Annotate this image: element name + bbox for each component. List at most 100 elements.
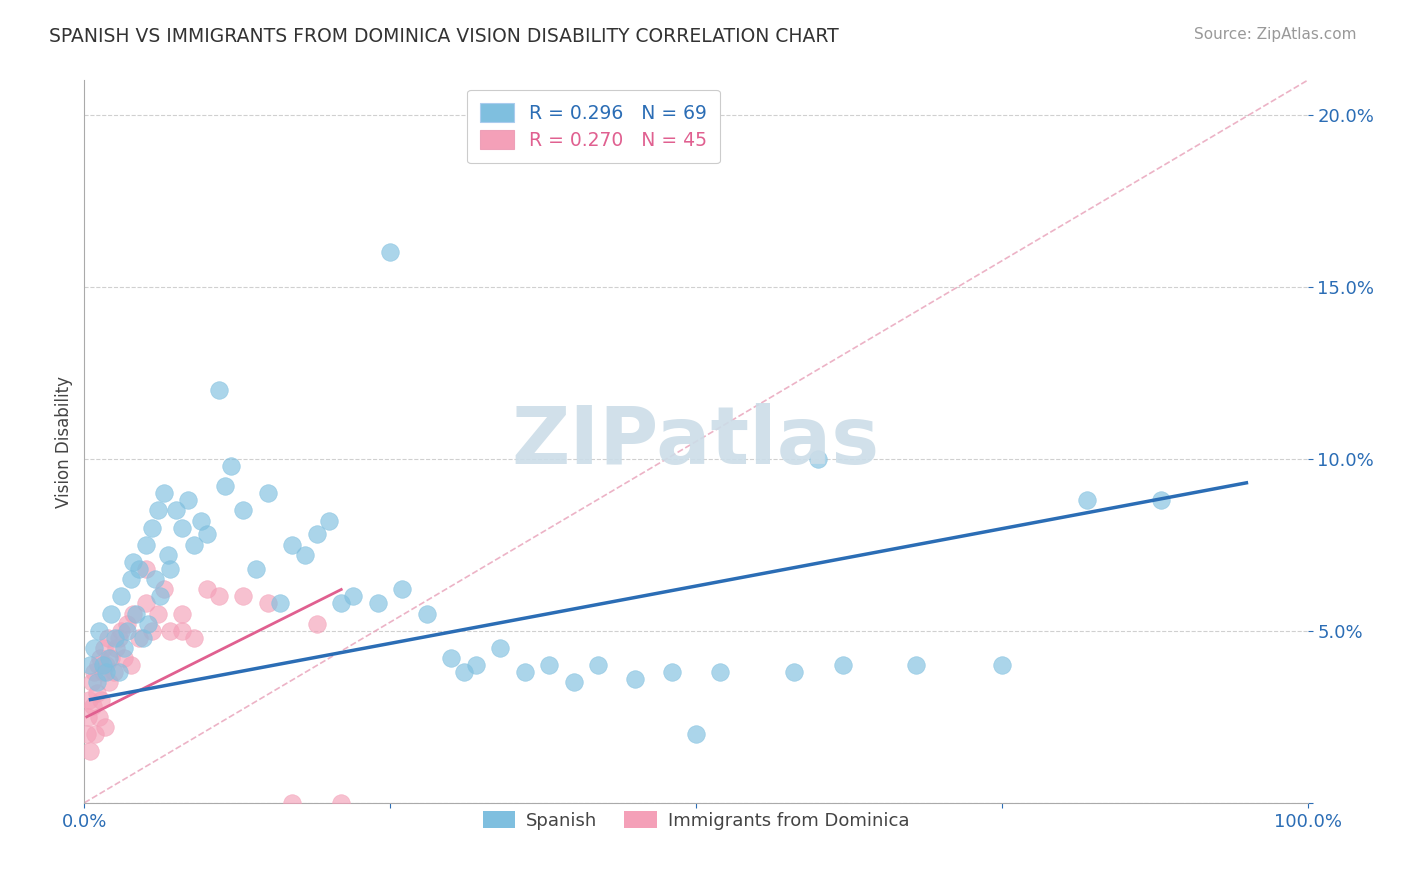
Point <box>80 675 103 690</box>
Point <box>562 675 585 690</box>
Point <box>135 538 157 552</box>
Point <box>103 665 125 679</box>
Point <box>83 640 105 655</box>
Point <box>367 596 389 610</box>
Point <box>232 590 254 604</box>
Point <box>183 538 205 552</box>
Point <box>153 582 176 597</box>
Point <box>87 624 110 638</box>
Point <box>135 562 157 576</box>
Point <box>391 582 413 597</box>
Point <box>96 658 118 673</box>
Point <box>94 720 117 734</box>
Point <box>190 514 212 528</box>
Point <box>685 727 707 741</box>
Point <box>214 479 236 493</box>
Point <box>208 383 231 397</box>
Point <box>97 675 120 690</box>
Point <box>146 503 169 517</box>
Point <box>342 590 364 604</box>
Point <box>159 624 181 638</box>
Point <box>112 651 135 665</box>
Point <box>97 631 120 645</box>
Point <box>416 607 439 621</box>
Point <box>132 631 155 645</box>
Point <box>115 624 138 638</box>
Point <box>120 658 142 673</box>
Point <box>453 665 475 679</box>
Point <box>128 631 150 645</box>
Point <box>107 631 129 645</box>
Point <box>91 658 114 673</box>
Point <box>783 665 806 679</box>
Point <box>135 596 157 610</box>
Point <box>149 590 172 604</box>
Point <box>195 527 218 541</box>
Point <box>87 710 110 724</box>
Point <box>232 503 254 517</box>
Point <box>172 520 194 534</box>
Point <box>318 514 340 528</box>
Point <box>661 665 683 679</box>
Point <box>100 607 122 621</box>
Point <box>110 590 132 604</box>
Point <box>122 555 145 569</box>
Point <box>380 245 402 260</box>
Point <box>586 658 609 673</box>
Point <box>831 658 853 673</box>
Point <box>82 699 104 714</box>
Point <box>245 562 267 576</box>
Point <box>219 458 242 473</box>
Point <box>105 640 128 655</box>
Point <box>183 631 205 645</box>
Point <box>141 520 163 534</box>
Point <box>125 607 148 621</box>
Point <box>86 686 108 700</box>
Point <box>97 651 120 665</box>
Point <box>100 651 122 665</box>
Point <box>330 796 353 810</box>
Point <box>905 658 928 673</box>
Point <box>153 486 176 500</box>
Y-axis label: Vision Disability: Vision Disability <box>55 376 73 508</box>
Point <box>143 572 166 586</box>
Point <box>156 548 179 562</box>
Point <box>104 631 127 645</box>
Point <box>91 665 114 679</box>
Point <box>624 672 647 686</box>
Text: Source: ZipAtlas.com: Source: ZipAtlas.com <box>1194 27 1357 42</box>
Point <box>177 493 200 508</box>
Point <box>305 616 328 631</box>
Point <box>807 451 830 466</box>
Point <box>96 665 118 679</box>
Point <box>83 665 105 679</box>
Point <box>122 607 145 621</box>
Point <box>110 624 132 638</box>
Point <box>128 562 150 576</box>
Point <box>136 616 159 631</box>
Point <box>305 527 328 541</box>
Point <box>208 590 231 604</box>
Point <box>77 692 100 706</box>
Point <box>86 675 108 690</box>
Point <box>76 727 98 741</box>
Point <box>165 503 187 517</box>
Point <box>172 607 194 621</box>
Point <box>146 607 169 621</box>
Legend: Spanish, Immigrants from Dominica: Spanish, Immigrants from Dominica <box>475 804 917 837</box>
Point <box>84 727 107 741</box>
Point <box>513 665 536 679</box>
Point <box>440 651 463 665</box>
Point <box>115 616 138 631</box>
Point <box>77 710 100 724</box>
Point <box>464 658 486 673</box>
Point <box>281 538 304 552</box>
Point <box>159 562 181 576</box>
Point <box>1076 493 1098 508</box>
Point <box>709 665 731 679</box>
Point <box>330 596 353 610</box>
Point <box>89 651 111 665</box>
Point <box>79 658 101 673</box>
Point <box>257 486 280 500</box>
Point <box>112 640 135 655</box>
